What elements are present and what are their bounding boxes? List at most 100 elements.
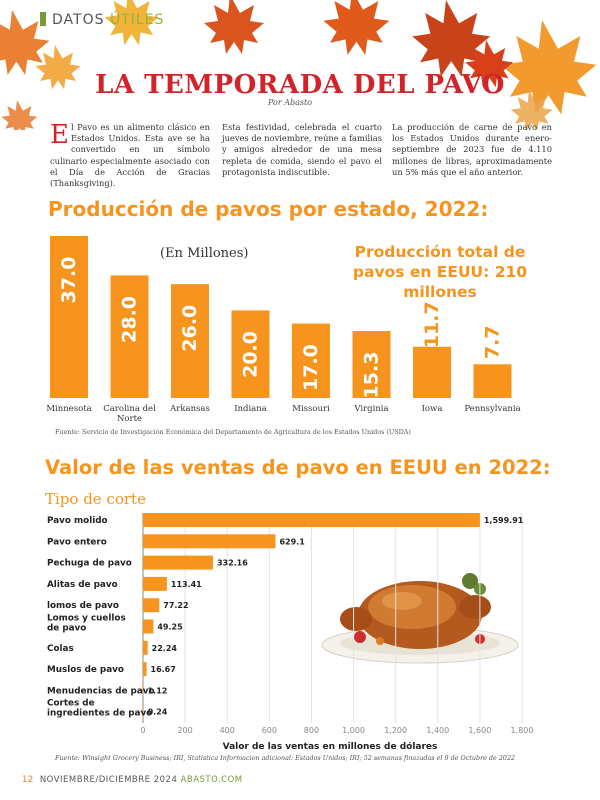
category-label: Pavo entero <box>47 537 107 547</box>
category-label: Virginia <box>353 404 388 414</box>
chart1-total-note: Producción total de pavos en EEUU: 210 m… <box>352 243 528 301</box>
category-label: Pavo molido <box>47 516 108 526</box>
section-tag-a: DATOS <box>52 12 110 28</box>
bar-value-label: 1,599.91 <box>484 516 524 525</box>
category-label: Muslos de pavo <box>47 665 124 675</box>
chart1-unit-note: (En Millones) <box>160 246 249 261</box>
bar-value-label: 77.22 <box>163 601 188 610</box>
bar-5 <box>352 331 391 398</box>
byline: Por Abasto <box>268 98 313 107</box>
maple-leaf-icon <box>1 100 38 130</box>
chart1-source: Fuente: Servicio de Investigación Económ… <box>55 428 411 436</box>
chart1-title: Producción de pavos por estado, 2022: <box>48 197 489 221</box>
page-number: 12 <box>22 775 34 785</box>
bar-6 <box>143 640 148 655</box>
category-label: Minnesota <box>46 404 91 414</box>
chart2-source: Fuente: Winsight Grocery Business; IRI, … <box>55 754 516 762</box>
drop-cap: E <box>50 120 69 150</box>
bar-value-label: 629.1 <box>279 537 305 546</box>
bar-7 <box>143 662 147 677</box>
section-tag-bar <box>40 12 46 26</box>
intro-text-2: Esta festividad, celebrada el cuarto jue… <box>222 122 382 177</box>
intro-text-1: l Pavo es un alimento clásico en Estados… <box>50 122 210 189</box>
category-label: de pavo <box>47 624 86 634</box>
x-tick-label: 1,600 <box>468 726 491 735</box>
maple-leaf-icon <box>35 45 81 90</box>
x-tick-label: 400 <box>220 726 235 735</box>
chart2-title: Valor de las ventas de pavo en EEUU en 2… <box>45 456 551 479</box>
category-label: Pennsylvania <box>464 404 520 414</box>
maple-leaf-icon <box>204 0 264 54</box>
footer: 12 NOVIEMBRE/DICIEMBRE 2024 ABASTO.COM <box>22 775 243 785</box>
maple-leaf-icon <box>0 10 50 75</box>
category-label: Indiana <box>234 404 267 414</box>
bar-3 <box>143 576 167 591</box>
category-label: Cortes de <box>47 699 95 709</box>
bar-value-label: 113.41 <box>171 580 202 589</box>
x-tick-label: 600 <box>262 726 277 735</box>
category-label: Alitas de pavo <box>47 580 118 590</box>
bar-value-label: 26.0 <box>179 305 201 352</box>
category-label: ingredientes de pavo <box>47 709 152 719</box>
intro-column-3: La producción de carne de pavo en los Es… <box>392 122 552 178</box>
bar-7 <box>473 364 512 398</box>
x-tick-label: 1,800 <box>511 726 534 735</box>
chart2-subtitle: Tipo de corte <box>45 490 146 508</box>
bar-5 <box>143 619 154 634</box>
bar-value-label: 11.7 <box>421 301 443 348</box>
bar-6 <box>413 346 451 398</box>
sales-value-chart: 0 200 400 600 800 1,000 1,200 1,400 1,600 1,800 1,… <box>47 513 534 752</box>
x-tick-label: 800 <box>304 726 319 735</box>
bar-value-label: 332.16 <box>217 559 248 568</box>
bar-value-label: 16.67 <box>151 665 176 674</box>
bar-3 <box>231 310 270 398</box>
intro-text-3: La producción de carne de pavo en los Es… <box>392 122 552 177</box>
issue-label: NOVIEMBRE/DICIEMBRE 2024 <box>39 775 181 785</box>
maple-leaf-icon <box>412 0 491 77</box>
category-label: Arkansas <box>169 404 210 414</box>
bar-1 <box>143 534 276 549</box>
x-tick-label: 1,000 <box>342 726 365 735</box>
roast-turkey-illustration <box>321 573 519 664</box>
bar-value-label: 1.12 <box>148 686 168 695</box>
maple-leaf-icon <box>323 0 390 55</box>
bar-0 <box>50 236 88 398</box>
site-label: ABASTO.COM <box>180 775 243 785</box>
x-tick-label: 1,400 <box>426 726 449 735</box>
bar-value-label: 7.7 <box>482 325 504 359</box>
bar-0 <box>143 513 480 527</box>
category-label: Menudencias de pavo <box>47 686 155 696</box>
bar-value-label: 28.0 <box>119 296 141 343</box>
maple-leaf-icon <box>465 40 514 88</box>
category-label: Lomos y cuellos <box>47 614 126 624</box>
category-label: Colas <box>47 644 74 654</box>
autumn-leaves-decoration <box>0 0 597 130</box>
category-label: Pechuga de pavo <box>47 559 132 569</box>
maple-leaf-icon <box>510 90 553 130</box>
category-label: Missouri <box>292 404 330 414</box>
bar-2 <box>171 284 209 398</box>
section-tag-b: ÚTILES <box>109 12 165 28</box>
page-title: LA TEMPORADA DEL PAVO <box>95 70 505 100</box>
bar-1 <box>110 275 149 398</box>
bar-8 <box>143 683 144 698</box>
bar-value-label: 20.0 <box>240 331 262 378</box>
bar-value-label: 22.24 <box>152 644 178 653</box>
x-axis-label: Valor de las ventas en millones de dólar… <box>223 741 438 752</box>
bar-value-label: 49.25 <box>157 623 183 632</box>
bar-value-label: 15.3 <box>361 352 383 399</box>
category-label: lomos de pavo <box>47 601 119 611</box>
bar-4 <box>143 598 160 613</box>
maple-leaf-icon <box>104 0 159 46</box>
maple-leaf-icon <box>500 20 597 115</box>
bar-4 <box>292 323 330 398</box>
bar-2 <box>143 555 213 570</box>
bar-value-label: 17.0 <box>300 344 322 391</box>
intro-column-2: Esta festividad, celebrada el cuarto jue… <box>222 122 382 178</box>
bar-value-label: 0.24 <box>148 708 168 717</box>
category-label: Iowa <box>422 404 443 414</box>
x-tick-label: 200 <box>177 726 192 735</box>
category-label: Carolina del <box>103 404 156 414</box>
